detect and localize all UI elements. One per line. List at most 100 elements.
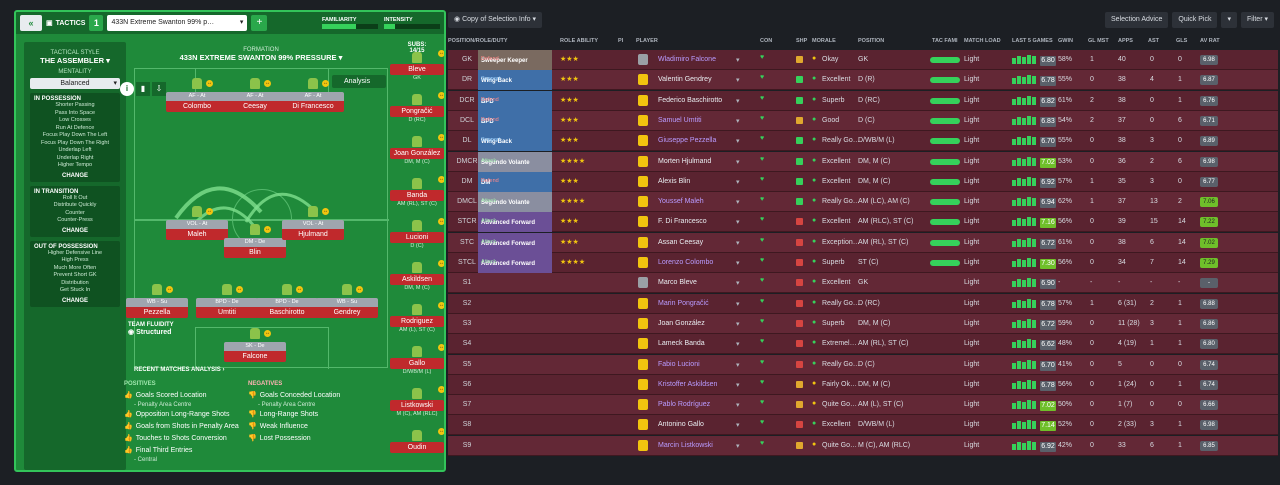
role-cell[interactable]: BPD Defend xyxy=(478,110,552,131)
role-cell[interactable]: Segundo Volante Attack xyxy=(478,151,552,172)
chevron-down-icon[interactable]: ▾ xyxy=(736,117,740,125)
pitch-player[interactable]: AF - At Ceesay xyxy=(224,92,286,118)
role-cell[interactable]: Advanced Forward Attack xyxy=(478,212,552,233)
pitch-player[interactable]: WB - Su Pezzella xyxy=(126,298,188,324)
role-cell[interactable]: Advanced Forward Attack xyxy=(478,232,552,253)
table-row[interactable]: DCL BPD Defend ★★★ Samuel Umtiti ▾ ♥ ● Good D (C)… xyxy=(448,110,1278,131)
player-name-link[interactable]: Kristoffer Askildsen xyxy=(658,380,718,388)
column-header[interactable]: TAC FAMI xyxy=(932,38,958,44)
sub-player[interactable]: ↔ Listkowski M (C), AM (RLC) xyxy=(388,386,444,417)
player-name-link[interactable]: Marcin Listkowski xyxy=(658,441,713,449)
table-row[interactable]: S7 Pablo Rodríguez ▾ ♥ ● Quite Go… AM (L), ST … xyxy=(448,395,1278,416)
player-name-link[interactable]: Pablo Rodríguez xyxy=(658,401,711,409)
chevron-down-icon[interactable]: ▾ xyxy=(736,138,740,146)
chevron-down-icon[interactable]: ▾ xyxy=(736,219,740,227)
table-row[interactable]: DR Wing-Back Support ★★★ Valentin Gendrey ▾ ♥ ●… xyxy=(448,70,1278,91)
column-header[interactable]: APPS xyxy=(1118,38,1133,44)
formation-select[interactable]: 433N EXTREME SWANTON 99% PRESSURE ▾ xyxy=(179,53,343,62)
chevron-down-icon[interactable]: ▾ xyxy=(736,402,740,410)
player-name-link[interactable]: F. Di Francesco xyxy=(658,218,707,226)
chevron-down-icon[interactable]: ▾ xyxy=(736,199,740,207)
analysis-button[interactable]: Analysis xyxy=(332,75,386,88)
chevron-down-icon[interactable]: ▾ xyxy=(736,57,740,64)
sub-player[interactable]: ↔ Gallo D/WB/M (L) xyxy=(388,344,444,375)
column-header[interactable]: MORALE xyxy=(812,38,836,44)
player-name-link[interactable]: Fabio Lucioni xyxy=(658,360,700,368)
sub-player[interactable]: ↔ Pongračić D (RC) xyxy=(388,92,444,123)
table-row[interactable]: S5 Fabio Lucioni ▾ ♥ ● Really Go… D (C) Light 6.… xyxy=(448,354,1278,375)
player-name-link[interactable]: Marco Bleve xyxy=(658,279,697,287)
quick-pick-menu-button[interactable]: ▾ xyxy=(1221,12,1237,28)
column-header[interactable]: POSITION/ROLE/DUTY xyxy=(448,38,508,44)
pitch-player[interactable]: VOL - At Maleh xyxy=(166,220,228,246)
chevron-down-icon[interactable]: ▾ xyxy=(736,442,740,450)
table-row[interactable]: S3 Joan González ▾ ♥ ● Superb DM, M (C) Light 6.… xyxy=(448,313,1278,334)
mentality-select[interactable]: Balanced ▾ xyxy=(30,78,120,89)
player-name-link[interactable]: Assan Ceesay xyxy=(658,238,704,246)
column-header[interactable]: PLAYER xyxy=(636,38,658,44)
table-row[interactable]: DMCL Segundo Volante Attack ★★★★ Youssef Mal… xyxy=(448,192,1278,213)
change-possession-button[interactable]: CHANGE xyxy=(61,172,88,179)
table-row[interactable]: S4 Lameck Banda ▾ ♥ ● Extremel… AM (RL), ST (C… xyxy=(448,334,1278,355)
table-row[interactable]: STCL Advanced Forward Attack ★★★★ Lorenzo Co… xyxy=(448,253,1278,273)
player-name-link[interactable]: Valentin Gendrey xyxy=(658,76,712,84)
table-row[interactable]: S2 Marin Pongračić ▾ ♥ ● Really Go… D (RC) Ligh… xyxy=(448,293,1278,314)
table-row[interactable]: DM DM Defend ★★★ Alexis Blin ▾ ♥ ● Excellent DM, … xyxy=(448,171,1278,192)
column-header[interactable]: GWIN xyxy=(1058,38,1073,44)
pitch-player[interactable]: DM - De Blin xyxy=(224,238,286,264)
chevron-down-icon[interactable]: ▾ xyxy=(736,158,740,166)
role-cell[interactable]: BPD Defend xyxy=(478,90,552,111)
sub-player[interactable]: ↔ Banda AM (RL), ST (C) xyxy=(388,176,444,207)
role-cell[interactable]: Wing-Back Support xyxy=(478,131,552,152)
player-name-link[interactable]: Youssef Maleh xyxy=(658,198,704,206)
sub-player[interactable]: ↔ Bleve GK xyxy=(388,50,444,81)
change-out-of-possession-button[interactable]: CHANGE xyxy=(61,297,88,304)
sub-player[interactable]: ↔ Lucioni D (C) xyxy=(388,218,444,249)
filter-button[interactable]: Filter ▾ xyxy=(1240,12,1274,28)
player-name-link[interactable]: Wladimiro Falcone xyxy=(658,56,716,63)
player-name-link[interactable]: Joan González xyxy=(658,319,705,327)
chevron-down-icon[interactable]: ▾ xyxy=(736,422,740,430)
player-name-link[interactable]: Giuseppe Pezzella xyxy=(658,137,717,145)
pitch-player[interactable]: BPD - De Umtiti xyxy=(196,298,258,324)
chevron-down-icon[interactable]: ▾ xyxy=(736,341,740,349)
recent-matches-title[interactable]: RECENT MATCHES ANALYSIS › xyxy=(134,367,225,373)
collapse-button[interactable]: « xyxy=(20,15,42,31)
tactical-style-select[interactable]: THE ASSEMBLER ▾ xyxy=(40,56,110,65)
sub-player[interactable]: ↔ Askildsen DM, M (C) xyxy=(388,260,444,291)
chevron-down-icon[interactable]: ▾ xyxy=(736,239,740,247)
role-cell[interactable]: Wing-Back Support xyxy=(478,70,552,91)
column-header[interactable]: GLS xyxy=(1176,38,1188,44)
chevron-down-icon[interactable]: ▾ xyxy=(736,178,740,186)
table-row[interactable]: S1 Marco Bleve ▾ ♥ ● Excellent GK Light 6.90- - - -… xyxy=(448,273,1278,294)
tactic-slot-button[interactable]: 1 xyxy=(89,15,104,31)
player-name-link[interactable]: Marin Pongračić xyxy=(658,299,709,307)
chevron-down-icon[interactable]: ▾ xyxy=(736,320,740,328)
pitch-player[interactable]: BPD - De Baschirotto xyxy=(256,298,318,324)
column-header[interactable]: PI xyxy=(618,38,624,44)
table-row[interactable]: STCR Advanced Forward Attack ★★★ F. Di Franc… xyxy=(448,212,1278,233)
selection-advice-button[interactable]: Selection Advice xyxy=(1105,12,1169,28)
quick-pick-button[interactable]: Quick Pick xyxy=(1172,12,1218,28)
player-name-link[interactable]: Alexis Blin xyxy=(658,177,691,185)
chevron-down-icon[interactable]: ▾ xyxy=(736,300,740,308)
column-header[interactable]: AST xyxy=(1148,38,1159,44)
table-row[interactable]: S6 Kristoffer Askildsen ▾ ♥ ● Fairly Ok… DM, M… xyxy=(448,374,1278,395)
column-header[interactable]: POSITION xyxy=(858,38,885,44)
role-cell[interactable]: Sweeper Keeper Defend xyxy=(478,50,552,70)
player-name-link[interactable]: Federico Baschirotto xyxy=(658,96,723,104)
chevron-down-icon[interactable]: ▾ xyxy=(736,381,740,389)
sub-player[interactable]: ↔ Joan González DM, M (C) xyxy=(388,134,444,165)
chevron-down-icon[interactable]: ▾ xyxy=(736,77,740,85)
bar-chart-icon[interactable]: ▮ xyxy=(136,82,150,96)
pitch-player[interactable]: AF - At Colombo xyxy=(166,92,228,118)
pitch-player[interactable]: VOL - At Hjulmand xyxy=(282,220,344,246)
info-icon[interactable]: i xyxy=(120,82,134,96)
role-cell[interactable]: Advanced Forward Attack xyxy=(478,253,552,273)
chevron-down-icon[interactable]: ▾ xyxy=(736,280,740,288)
player-name-link[interactable]: Antonino Gallo xyxy=(658,421,704,429)
column-header[interactable]: MATCH LOAD xyxy=(964,38,1001,44)
player-name-link[interactable]: Lameck Banda xyxy=(658,340,705,348)
role-cell[interactable]: DM Defend xyxy=(478,171,552,192)
chevron-down-icon[interactable]: ▾ xyxy=(736,97,740,105)
